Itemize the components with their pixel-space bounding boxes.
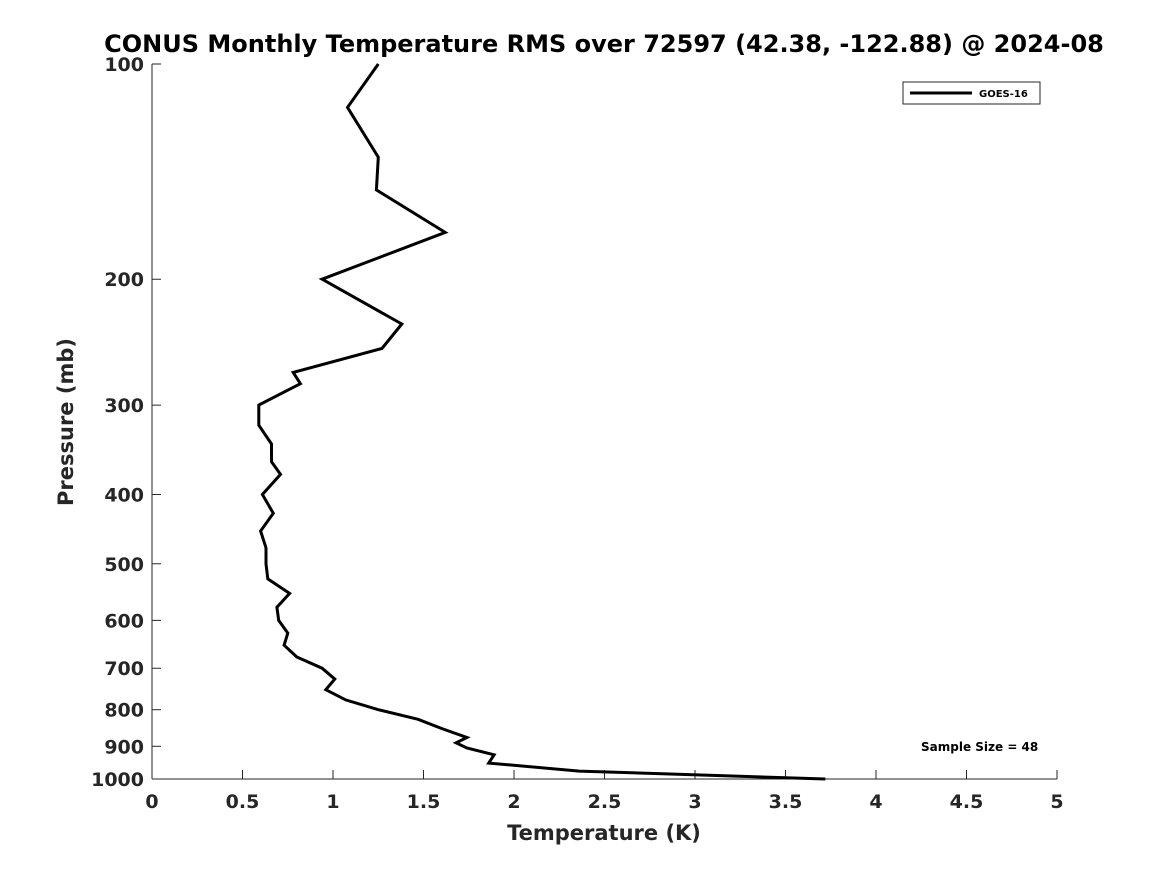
x-axis-label: Temperature (K) [507, 821, 701, 845]
y-tick-label: 800 [104, 700, 144, 722]
y-tick-label: 300 [104, 395, 144, 417]
x-tick-label: 2.5 [588, 791, 622, 813]
y-tick-label: 600 [104, 610, 144, 632]
x-tick-label: 0 [145, 791, 158, 813]
series-layer [257, 63, 826, 781]
x-tick-label: 3.5 [769, 791, 803, 813]
y-tick-label: 400 [104, 484, 144, 506]
x-tick-label: 1 [326, 791, 339, 813]
y-tick-label: 500 [104, 554, 144, 576]
legend-label-goes-16: GOES-16 [979, 89, 1028, 100]
x-tick-label: 5 [1050, 791, 1063, 813]
series-line-goes-16 [257, 63, 826, 781]
y-tick-label: 200 [104, 269, 144, 291]
y-tick-label: 700 [104, 658, 144, 680]
legend: GOES-16 [902, 81, 1041, 105]
x-axis-ticks: 0 0.5 1 1.5 2 2.5 3 3.5 4 4.5 5 [145, 770, 1064, 813]
x-tick-label: 4 [869, 791, 882, 813]
x-tick-label: 3 [688, 791, 701, 813]
y-tick-label: 1000 [91, 769, 144, 791]
x-tick-label: 1.5 [407, 791, 441, 813]
y-tick-label: 900 [104, 736, 144, 758]
x-tick-label: 4.5 [950, 791, 984, 813]
chart-title: CONUS Monthly Temperature RMS over 72597… [104, 30, 1104, 58]
x-tick-label: 2 [507, 791, 520, 813]
y-axis-ticks: 100 200 300 400 500 600 700 800 900 1000 [91, 54, 161, 791]
sample-size-annotation: Sample Size = 48 [921, 740, 1038, 754]
y-tick-label: 100 [104, 54, 144, 76]
x-tick-label: 0.5 [226, 791, 260, 813]
y-axis-label: Pressure (mb) [54, 338, 78, 506]
